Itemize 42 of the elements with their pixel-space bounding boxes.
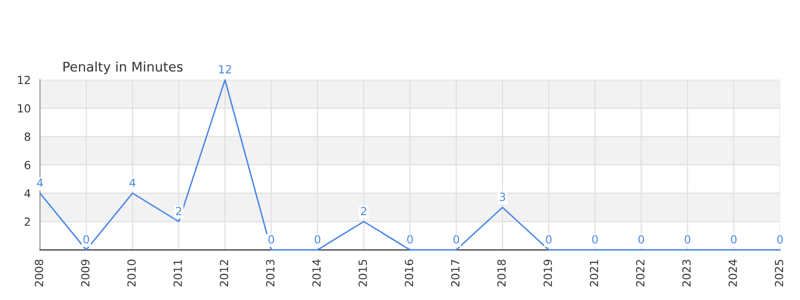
x-tick-label: 2024 [728, 260, 737, 286]
x-tick-label: 2014 [312, 260, 321, 286]
data-label: 0 [453, 235, 460, 244]
x-tick-label: 2015 [358, 260, 367, 286]
y-tick-label: 2 [24, 218, 30, 226]
data-label: 0 [546, 235, 552, 244]
data-label: 0 [684, 235, 690, 244]
x-tick-label: 2025 [774, 260, 784, 286]
y-tick-label: 4 [24, 189, 30, 198]
data-label: 0 [592, 235, 598, 244]
data-label: 0 [314, 235, 320, 244]
data-label: 4 [37, 178, 43, 187]
data-label: 2 [176, 206, 182, 216]
x-tick-label: 2021 [590, 260, 598, 286]
x-tick-label: 2019 [544, 260, 552, 286]
x-tick-label: 2013 [266, 260, 274, 286]
data-label: 0 [83, 235, 90, 244]
data-label: 0 [777, 235, 783, 244]
data-label: 4 [130, 178, 136, 187]
y-tick-label: 6 [24, 160, 30, 170]
data-label: 12 [219, 65, 231, 74]
x-tick-label: 2010 [127, 260, 136, 286]
y-tick-label: 12 [18, 76, 30, 84]
y-tick-label: 8 [24, 132, 30, 141]
x-tick-label: 2008 [34, 260, 44, 286]
chart-title: Penalty in Minutes [63, 61, 183, 74]
x-tick-label: 2018 [497, 260, 506, 286]
data-label: 2 [361, 206, 366, 216]
data-label: 3 [500, 192, 506, 202]
x-tick-label: 2012 [220, 260, 228, 286]
x-tick-label: 2017 [451, 260, 460, 286]
x-tick-label: 2016 [404, 260, 414, 286]
x-tick-label: 2009 [81, 260, 90, 286]
data-label: 0 [407, 235, 413, 244]
x-tick-label: 2022 [636, 260, 644, 286]
data-label: 0 [638, 235, 644, 244]
x-tick-label: 2023 [682, 260, 691, 286]
data-label: 0 [730, 235, 737, 244]
line-series [39, 79, 781, 251]
data-label: 0 [268, 235, 274, 244]
y-tick-label: 10 [18, 104, 30, 113]
x-tick-label: 2011 [174, 260, 182, 286]
